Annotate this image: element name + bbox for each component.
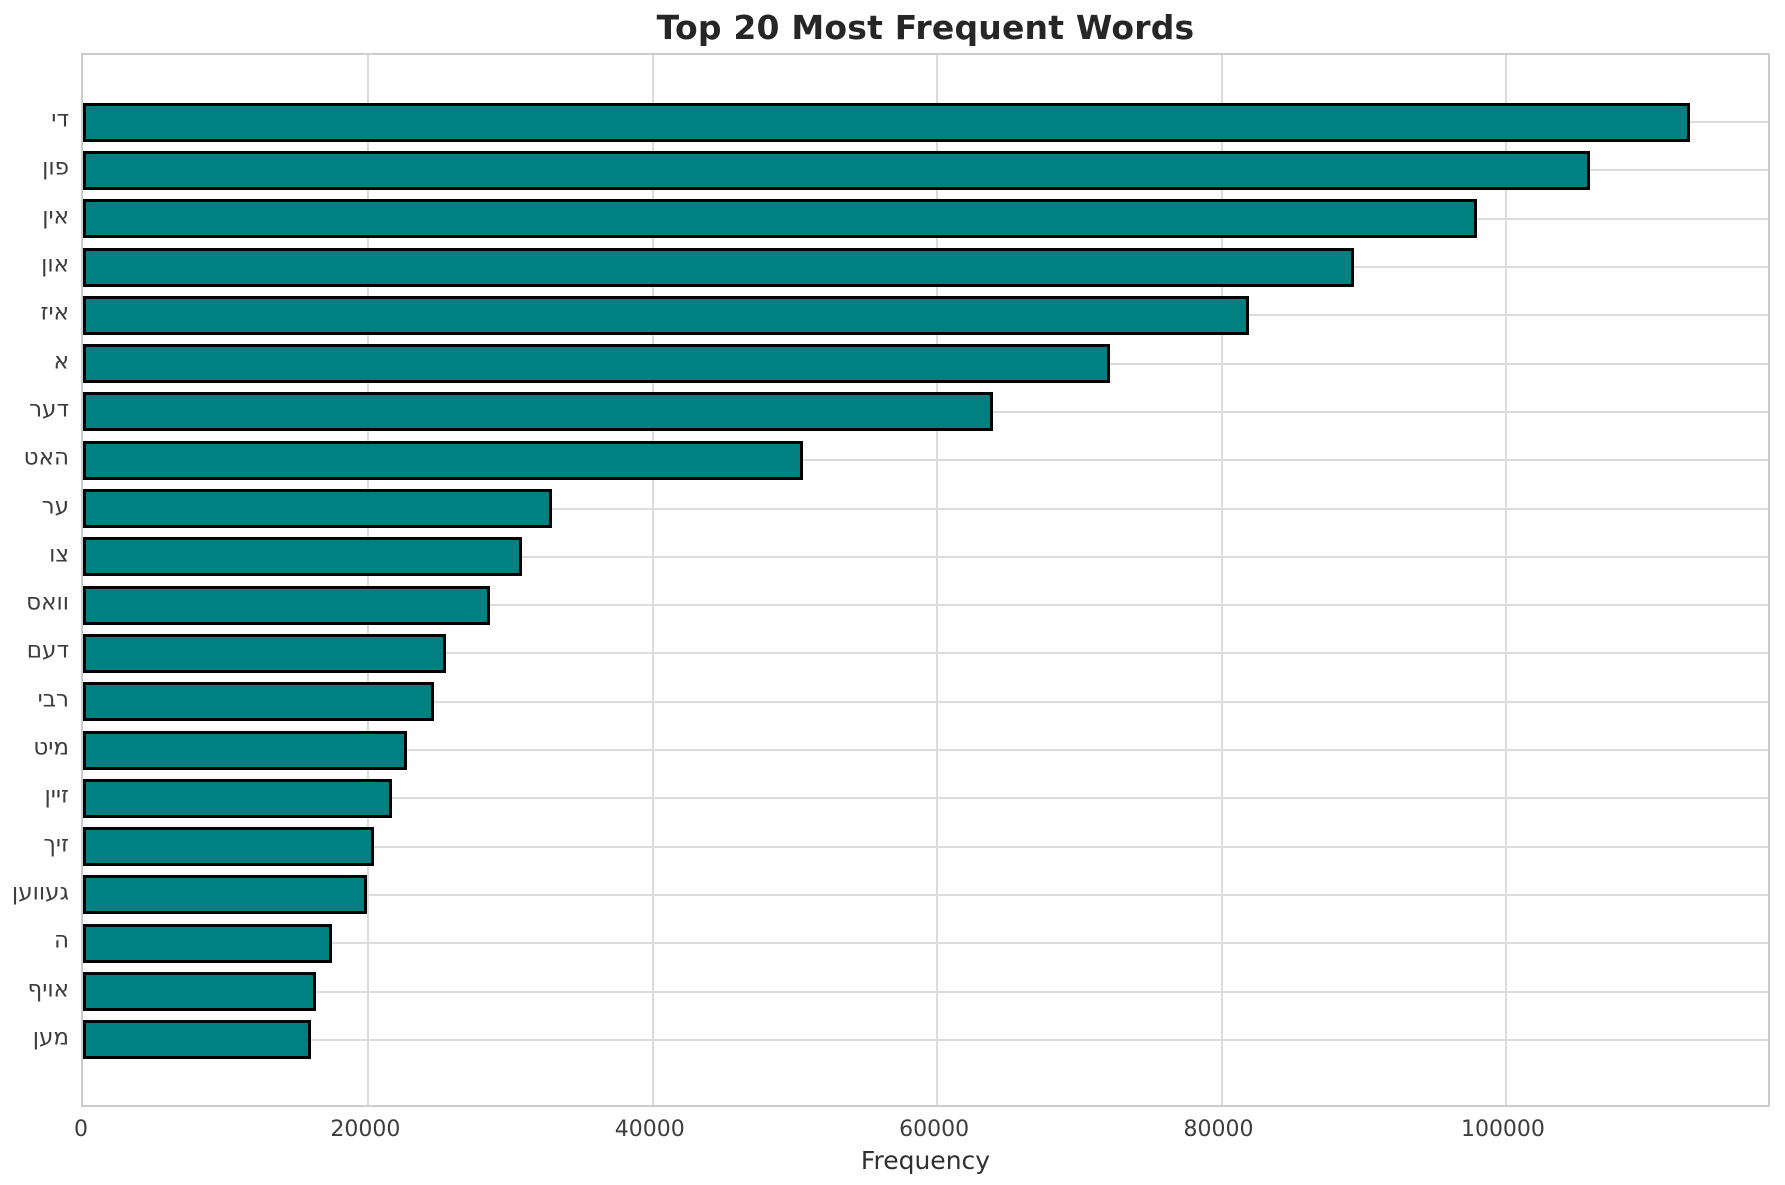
- h-gridline: [83, 459, 1768, 462]
- x-tick-label: 0: [74, 1117, 88, 1142]
- h-gridline: [83, 845, 1768, 848]
- bar: [83, 972, 317, 1012]
- bar: [83, 875, 368, 915]
- bar: [83, 489, 553, 529]
- vertical-gridlines: [83, 55, 1768, 1105]
- chart-title: Top 20 Most Frequent Words: [656, 8, 1195, 47]
- h-gridline: [83, 749, 1768, 752]
- y-tick-label: און: [41, 251, 69, 278]
- x-tick-label: 80000: [1183, 1117, 1254, 1142]
- bar: [83, 633, 446, 673]
- bar: [83, 199, 1477, 239]
- y-tick-label: דעם: [26, 637, 69, 664]
- h-gridline: [83, 942, 1768, 945]
- bar: [83, 1020, 311, 1060]
- y-tick-label: האט: [23, 444, 69, 471]
- y-tick-label: ה: [53, 927, 69, 954]
- y-tick-label: זיין: [44, 782, 69, 809]
- bar: [83, 730, 408, 770]
- y-tick-label: מיט: [33, 734, 69, 761]
- y-tick-label: דער: [29, 396, 69, 423]
- h-gridline: [83, 797, 1768, 800]
- bar: [83, 344, 1110, 384]
- y-tick-label: אין: [42, 203, 69, 230]
- bar: [83, 537, 523, 577]
- h-gridline: [83, 604, 1768, 607]
- v-gridline: [367, 55, 370, 1105]
- h-gridline: [83, 1038, 1768, 1041]
- y-tick-label: געווען: [11, 879, 69, 906]
- bar: [83, 440, 803, 480]
- bar: [83, 682, 435, 722]
- h-gridline: [83, 555, 1768, 558]
- h-gridline: [83, 893, 1768, 896]
- y-tick-label: ער: [41, 493, 69, 520]
- y-axis-labels: די פון אין און איז א דער האט ער צו וואס דעם רבי מיט זי…: [0, 53, 69, 1107]
- bar: [83, 392, 994, 432]
- bar: [83, 150, 1591, 190]
- v-gridline: [651, 55, 654, 1105]
- y-tick-label: אויף: [27, 976, 70, 1003]
- bar: [83, 295, 1249, 335]
- h-gridline: [83, 507, 1768, 510]
- v-gridline: [1220, 55, 1223, 1105]
- y-tick-label: פון: [42, 154, 69, 181]
- plot-area: [81, 53, 1770, 1107]
- y-tick-label: זיך: [43, 831, 69, 858]
- x-tick-label: 40000: [614, 1117, 685, 1142]
- x-tick-label: 60000: [899, 1117, 970, 1142]
- y-tick-label: צו: [49, 541, 69, 568]
- v-gridline: [1504, 55, 1507, 1105]
- bar: [83, 585, 490, 625]
- h-gridline: [83, 652, 1768, 655]
- bar: [83, 247, 1355, 287]
- y-tick-label: איז: [40, 299, 69, 326]
- h-gridline: [83, 990, 1768, 993]
- bar: [83, 778, 392, 818]
- y-tick-label: רבי: [37, 686, 69, 713]
- y-tick-label: א: [53, 348, 69, 375]
- x-axis-title: Frequency: [860, 1146, 991, 1175]
- y-tick-label: די: [51, 106, 69, 133]
- h-gridline: [83, 700, 1768, 703]
- bars-layer: [83, 55, 1768, 1105]
- bar: [83, 923, 332, 963]
- y-tick-label: מען: [32, 1024, 69, 1051]
- x-axis-ticks: 0 20000 40000 60000 80000 100000: [74, 1117, 1770, 1145]
- x-tick-label: 20000: [330, 1117, 401, 1142]
- bar: [83, 102, 1690, 142]
- x-tick-label: 100000: [1460, 1117, 1545, 1142]
- y-tick-label: וואס: [26, 589, 69, 616]
- v-gridline: [936, 55, 939, 1105]
- bar: [83, 827, 375, 867]
